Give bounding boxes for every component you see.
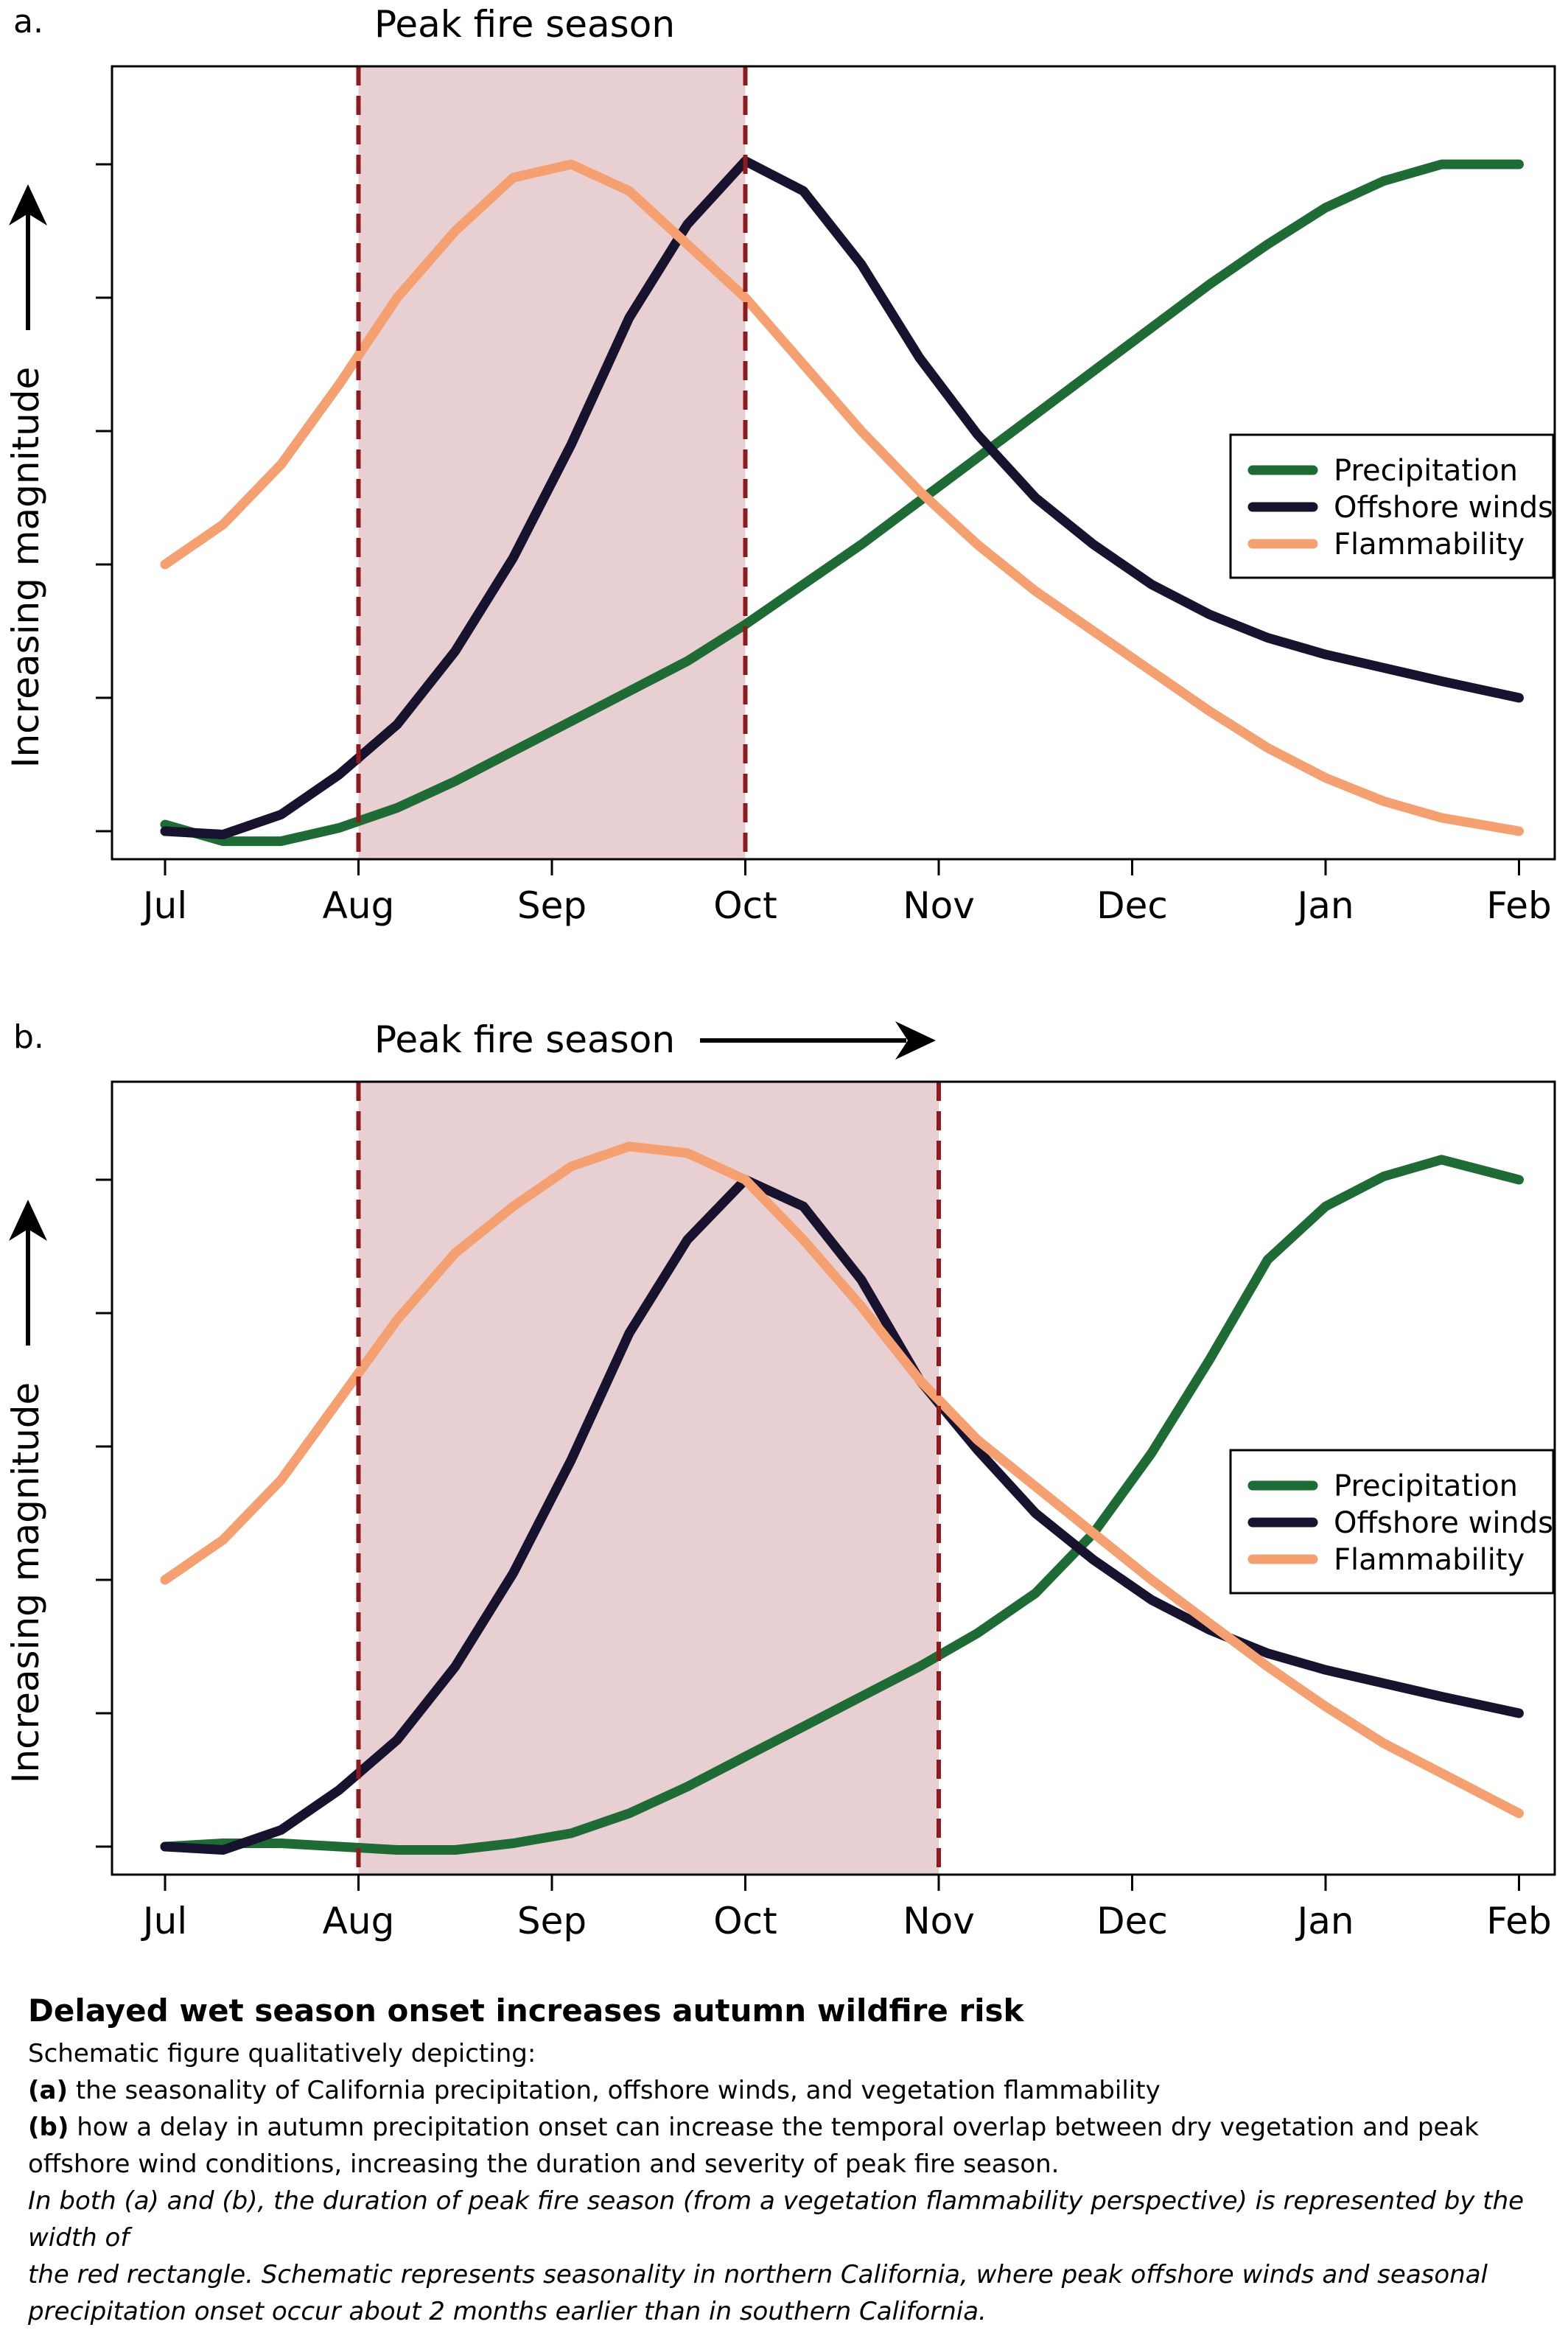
x-tick-label: Nov <box>903 1900 975 1942</box>
series-line-precipitation <box>160 1155 1524 1855</box>
x-tick-label: Jul <box>141 884 187 927</box>
series-line-flammability <box>160 159 1524 836</box>
peak-season-rect <box>358 66 746 859</box>
y-axis-label: Increasing magnitude <box>4 367 47 769</box>
plot-frame <box>111 1080 1556 1876</box>
x-tick-label: Jul <box>141 1900 187 1942</box>
legend-entry: Flammability <box>1334 1543 1525 1577</box>
series-line-flammability <box>160 1141 1524 1819</box>
peak-season-rect <box>358 1082 939 1875</box>
x-tick-label: Sep <box>517 884 587 927</box>
y-arrow-head <box>9 1200 47 1241</box>
x-tick-label: Oct <box>713 884 777 927</box>
x-tick-label: Dec <box>1096 884 1168 927</box>
y-arrow-head <box>9 184 47 225</box>
caption-italic-2: the red rectangle. Schematic represents … <box>28 2260 1488 2289</box>
panel-label: a. <box>13 3 43 41</box>
plot-frame <box>111 65 1556 861</box>
caption-a-line: (a) the seasonality of California precip… <box>28 2072 1546 2109</box>
x-tick-label: Jan <box>1295 1900 1354 1942</box>
figure-caption: Delayed wet season onset increases autum… <box>28 1990 1546 2330</box>
x-tick-label: Dec <box>1096 1900 1168 1942</box>
x-tick-label: Aug <box>323 884 395 927</box>
figure: a. Peak fire season Jul Aug Sep Oct Nov Dec Jan F… <box>4 3 1556 1942</box>
x-tick-label: Jan <box>1295 884 1354 927</box>
season-arrow-head <box>895 1021 936 1060</box>
panel-label: b. <box>13 1018 44 1056</box>
caption-intro: Schematic figure qualitatively depicting… <box>28 2039 536 2068</box>
series-line-offshore-winds <box>160 1175 1524 1855</box>
caption-a-label: (a) <box>28 2076 69 2105</box>
caption-b-label: (b) <box>28 2113 69 2142</box>
caption-italic-3: precipitation onset occur about 2 months… <box>28 2297 987 2326</box>
x-tick-label: Nov <box>903 884 975 927</box>
caption-title: Delayed wet season onset increases autum… <box>28 1993 1024 2029</box>
peak-season-label: Peak fire season <box>374 3 675 46</box>
caption-b-text-1: how a delay in autumn precipitation onse… <box>69 2113 1479 2142</box>
x-tick-label: Aug <box>323 1900 395 1942</box>
legend-entry: Offshore winds <box>1334 1506 1553 1540</box>
caption-b-line: (b) how a delay in autumn precipitation … <box>28 2109 1546 2146</box>
peak-season-label: Peak fire season <box>374 1018 675 1061</box>
legend-entry: Precipitation <box>1334 1469 1518 1503</box>
legend-entry: Precipitation <box>1334 454 1518 488</box>
y-axis-label: Increasing magnitude <box>4 1382 47 1784</box>
chart-panel-a: a. Peak fire season Jul Aug Sep Oct Nov Dec Jan F… <box>4 3 1556 927</box>
x-tick-label: Oct <box>713 1900 777 1942</box>
caption-italic-1: In both (a) and (b), the duration of pea… <box>28 2186 1525 2253</box>
caption-a-text: the seasonality of California precipitat… <box>68 2076 1161 2105</box>
legend-entry: Offshore winds <box>1334 491 1553 525</box>
series-line-precipitation <box>160 159 1524 847</box>
chart-panel-b: b. Peak fire season Jul Aug Sep Oct Nov Dec Jan F… <box>4 1018 1556 1942</box>
x-tick-label: Feb <box>1486 1900 1552 1942</box>
caption-b-text-2: offshore wind conditions, increasing the… <box>28 2149 1060 2179</box>
legend-entry: Flammability <box>1334 528 1525 561</box>
x-tick-label: Feb <box>1486 884 1552 927</box>
x-tick-label: Sep <box>517 1900 587 1942</box>
series-line-offshore-winds <box>160 156 1524 839</box>
